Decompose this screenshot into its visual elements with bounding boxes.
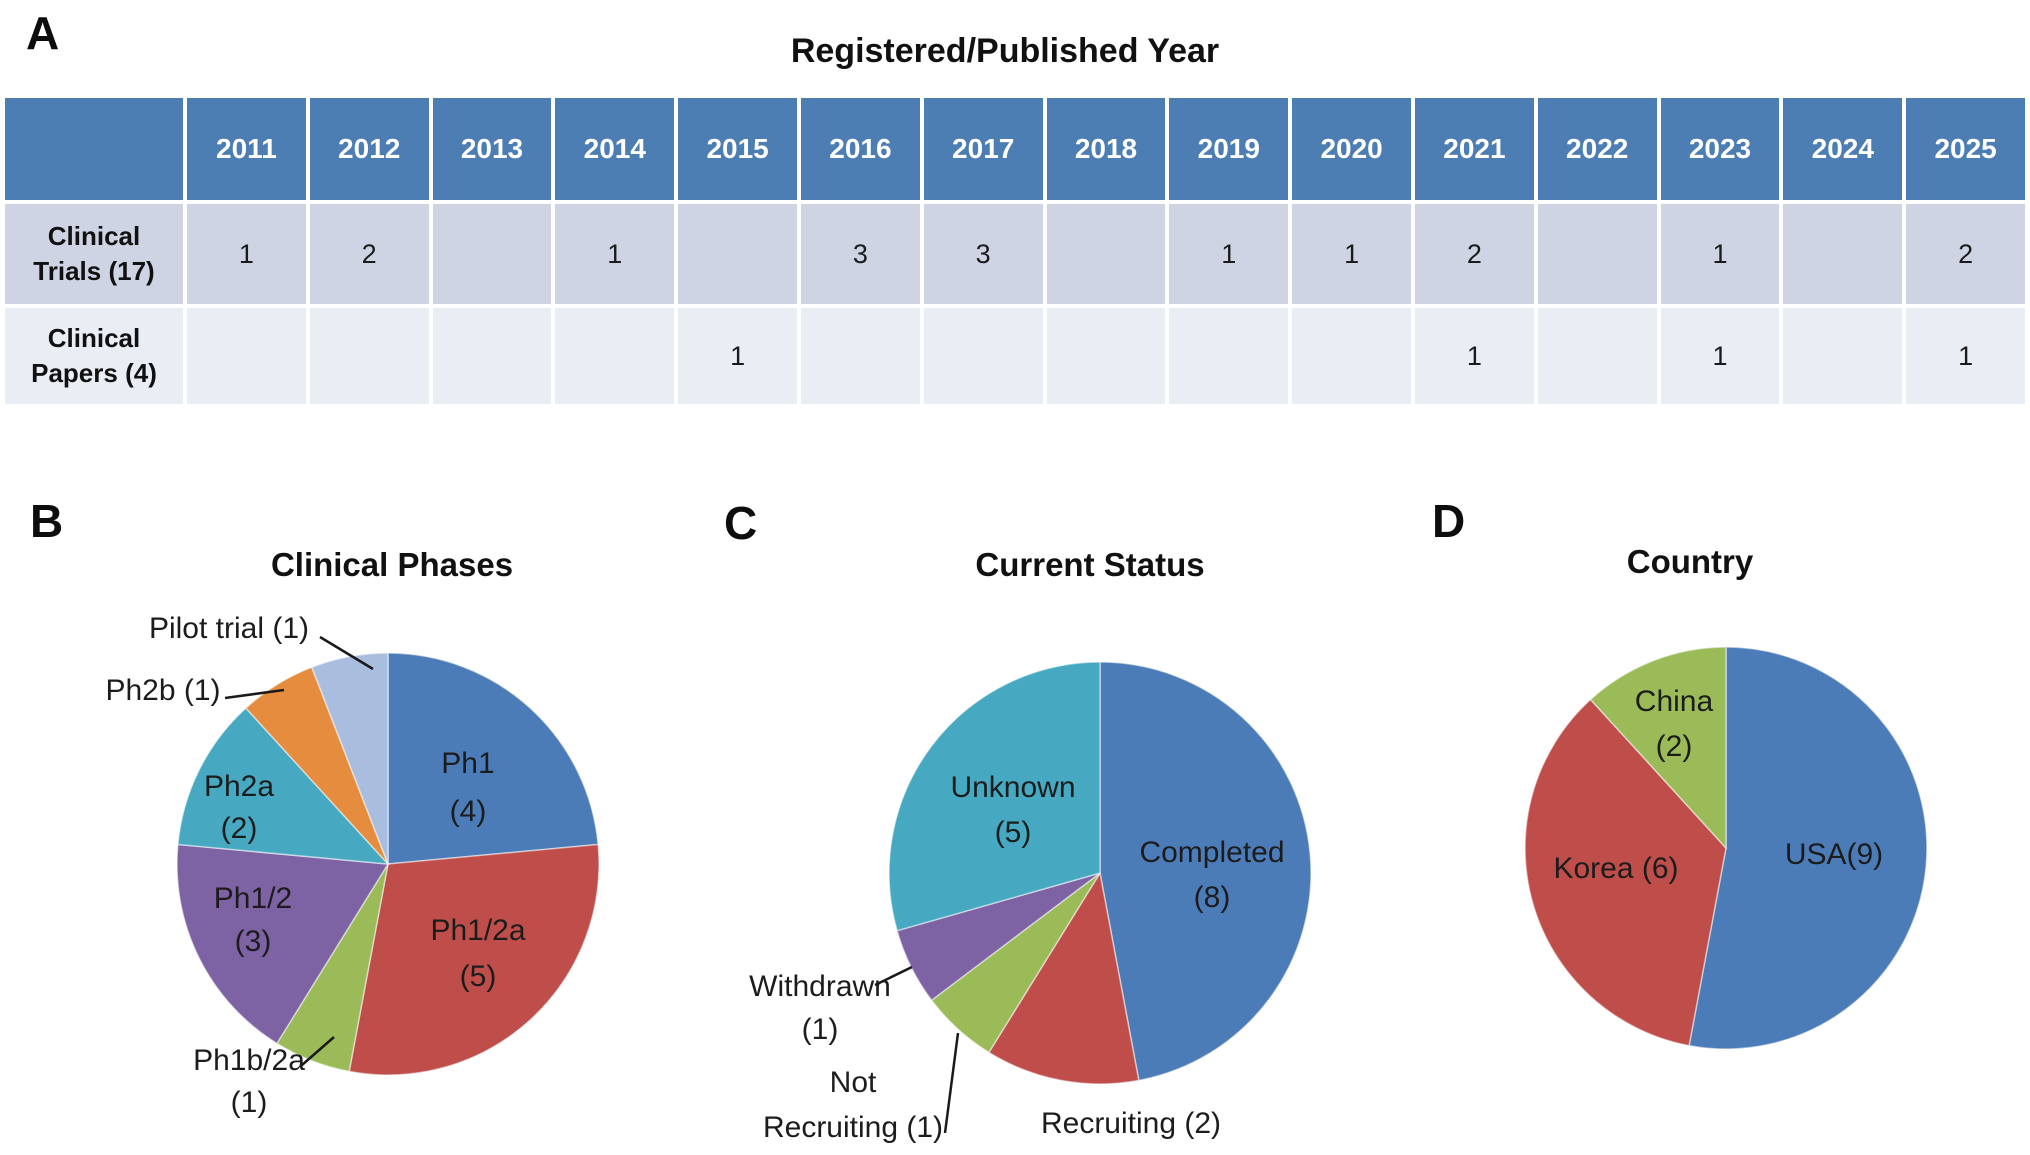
table-cell-clinical-papers-4-2014 bbox=[555, 308, 675, 404]
pie-label-korea: Korea (6) bbox=[1553, 852, 1678, 885]
table-cell-clinical-trials-17-2015 bbox=[678, 204, 797, 304]
table-cell-clinical-papers-4-2017 bbox=[923, 308, 1043, 404]
year-header-2019: 2019 bbox=[1169, 98, 1289, 200]
panel-d-title: Country bbox=[1626, 543, 1754, 580]
table-cell-clinical-papers-4-2012 bbox=[309, 308, 429, 404]
year-header-2018: 2018 bbox=[1046, 98, 1166, 200]
pie-label-completed: Completed (8) bbox=[1139, 836, 1284, 914]
table-cell-clinical-trials-17-2020: 1 bbox=[1292, 204, 1411, 304]
table-cell-clinical-trials-17-2018 bbox=[1046, 204, 1166, 304]
panel-b-title: Clinical Phases bbox=[270, 546, 514, 583]
pie-slice-unknown bbox=[888, 661, 1101, 932]
pie-slice-ph1-2a bbox=[348, 843, 600, 1076]
pie-label-usa: USA(9) bbox=[1785, 838, 1883, 871]
pie-chart-country: USA(9) Korea (6) China (2) bbox=[1524, 646, 1928, 1050]
pie-label-china: China (2) bbox=[1635, 685, 1714, 763]
row-label-clinical-papers-4: Clinical Papers (4) bbox=[5, 308, 183, 404]
pie-label-withdrawn: Withdrawn (1) bbox=[749, 970, 891, 1046]
year-header-2011: 2011 bbox=[187, 98, 306, 200]
pie-label-ph1: Ph1 (4) bbox=[441, 747, 494, 828]
table-cell-clinical-trials-17-2021: 2 bbox=[1415, 204, 1534, 304]
pie-slice-completed bbox=[1099, 661, 1312, 1082]
year-header-2024: 2024 bbox=[1783, 98, 1903, 200]
table-cell-clinical-trials-17-2022 bbox=[1537, 204, 1657, 304]
panel-d-letter: D bbox=[1432, 495, 1466, 547]
table-cell-clinical-trials-17-2016: 3 bbox=[801, 204, 920, 304]
pie-chart-clinical-phases: Ph1 (4) Ph1/2a (5) Ph1b/2a (1) Ph1/2 (3) Ph2a (2)… bbox=[105, 612, 600, 1119]
table-cell-clinical-papers-4-2015: 1 bbox=[678, 308, 797, 404]
leader-line bbox=[319, 635, 374, 671]
year-header-2021: 2021 bbox=[1415, 98, 1534, 200]
leader-line bbox=[301, 1036, 335, 1066]
year-header-2025: 2025 bbox=[1906, 98, 2025, 200]
table-cell-clinical-papers-4-2019 bbox=[1169, 308, 1289, 404]
pie-label-ph2b: Ph2b (1) bbox=[105, 674, 220, 707]
year-header-2023: 2023 bbox=[1660, 98, 1780, 200]
pie-label-ph1-2a: Ph1/2a (5) bbox=[430, 914, 525, 993]
pie-label-not-recruiting: Not Recruiting (1) bbox=[763, 1066, 943, 1144]
year-table: 2011 2012 2013 2014 2015 2016 2017 2018 2019 2020… bbox=[5, 98, 2025, 404]
table-cell-clinical-papers-4-2023: 1 bbox=[1660, 308, 1780, 404]
panel-a-title: Registered/Published Year bbox=[790, 32, 1220, 70]
table-cell-clinical-trials-17-2012: 2 bbox=[309, 204, 429, 304]
table-cell-clinical-papers-4-2022 bbox=[1537, 308, 1657, 404]
pie-slice-ph1-2 bbox=[176, 843, 390, 1045]
year-header-2014: 2014 bbox=[555, 98, 675, 200]
panel-b-letter: B bbox=[30, 495, 64, 547]
table-cell-clinical-trials-17-2023: 1 bbox=[1660, 204, 1780, 304]
table-cell-clinical-papers-4-2013 bbox=[432, 308, 552, 404]
pie-label-ph2a: Ph2a (2) bbox=[204, 770, 274, 845]
year-header-2012: 2012 bbox=[309, 98, 429, 200]
table-cell-clinical-papers-4-2011 bbox=[187, 308, 306, 404]
pie-label-ph1b-2a: Ph1b/2a (1) bbox=[193, 1044, 305, 1119]
pie-label-recruiting: Recruiting (2) bbox=[1041, 1107, 1221, 1140]
pie-slice-korea bbox=[1524, 698, 1727, 1047]
table-cell-clinical-trials-17-2013 bbox=[432, 204, 552, 304]
pie-slice-usa bbox=[1688, 646, 1928, 1050]
year-header-2020: 2020 bbox=[1292, 98, 1411, 200]
panel-a-letter: A bbox=[26, 7, 60, 59]
table-cell-clinical-papers-4-2024 bbox=[1783, 308, 1903, 404]
table-corner-cell bbox=[5, 98, 183, 200]
table-cell-clinical-trials-17-2025: 2 bbox=[1906, 204, 2025, 304]
pie-slice-ph1 bbox=[387, 652, 599, 865]
year-header-2017: 2017 bbox=[923, 98, 1043, 200]
panel-c-letter: C bbox=[724, 497, 758, 549]
panel-c-title: Current Status bbox=[975, 546, 1205, 583]
table-cell-clinical-trials-17-2014: 1 bbox=[555, 204, 675, 304]
table-cell-clinical-trials-17-2011: 1 bbox=[187, 204, 306, 304]
pie-slice-recruiting bbox=[987, 870, 1140, 1085]
pie-slice-pilot-trial bbox=[310, 652, 389, 865]
row-label-clinical-trials-17: Clinical Trials (17) bbox=[5, 204, 183, 304]
year-header-2016: 2016 bbox=[801, 98, 920, 200]
pie-label-pilot-trial: Pilot trial (1) bbox=[149, 612, 309, 645]
table-cell-clinical-papers-4-2018 bbox=[1046, 308, 1166, 404]
pie-chart-current-status: Completed (8) Recruiting (2) Not Recruiting … bbox=[749, 661, 1312, 1144]
table-cell-clinical-trials-17-2017: 3 bbox=[923, 204, 1043, 304]
year-header-2013: 2013 bbox=[432, 98, 552, 200]
table-cell-clinical-papers-4-2021: 1 bbox=[1415, 308, 1534, 404]
table-cell-clinical-papers-4-2020 bbox=[1292, 308, 1411, 404]
pie-slice-ph2a bbox=[177, 707, 390, 865]
pie-label-ph1-2: Ph1/2 (3) bbox=[214, 882, 292, 958]
leader-line bbox=[943, 1032, 960, 1134]
table-cell-clinical-trials-17-2024 bbox=[1783, 204, 1903, 304]
table-cell-clinical-trials-17-2019: 1 bbox=[1169, 204, 1289, 304]
leader-line bbox=[224, 688, 285, 700]
table-cell-clinical-papers-4-2016 bbox=[801, 308, 920, 404]
table-cell-clinical-papers-4-2025: 1 bbox=[1906, 308, 2025, 404]
pie-slice-china bbox=[1589, 646, 1727, 850]
year-header-2015: 2015 bbox=[678, 98, 797, 200]
year-header-2022: 2022 bbox=[1537, 98, 1657, 200]
pie-label-unknown: Unknown (5) bbox=[950, 771, 1075, 849]
leader-line bbox=[874, 965, 913, 987]
